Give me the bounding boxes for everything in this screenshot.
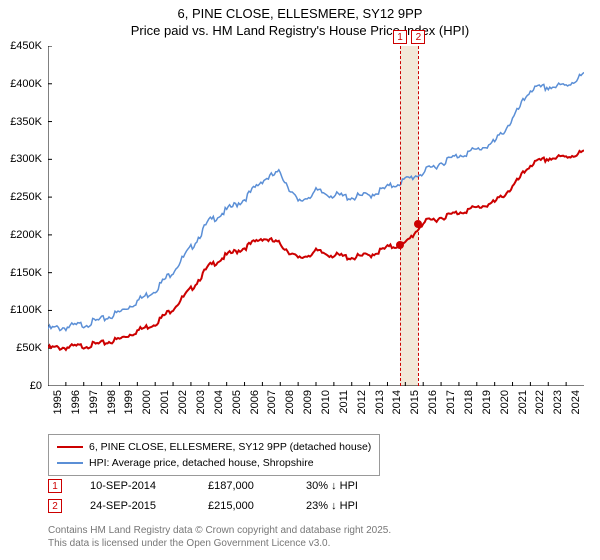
x-tick-label: 2003 bbox=[195, 390, 207, 414]
sales-table: 1 10-SEP-2014 £187,000 30% ↓ HPI 2 24-SEP-201… bbox=[48, 476, 396, 516]
x-tick-label: 2005 bbox=[231, 390, 243, 414]
sale-price: £187,000 bbox=[208, 480, 278, 492]
x-tick-label: 2016 bbox=[427, 390, 439, 414]
legend-label: HPI: Average price, detached house, Shro… bbox=[89, 457, 314, 469]
sale-marker-box: 1 bbox=[393, 30, 407, 44]
sale-row-marker: 1 bbox=[48, 479, 62, 493]
y-tick-label: £100K bbox=[10, 304, 42, 316]
sale-row-marker: 2 bbox=[48, 499, 62, 513]
x-tick-label: 1998 bbox=[106, 390, 118, 414]
y-axis-labels: £0£50K£100K£150K£200K£250K£300K£350K£400… bbox=[0, 46, 46, 386]
sale-date: 10-SEP-2014 bbox=[90, 480, 180, 492]
x-tick-label: 2007 bbox=[266, 390, 278, 414]
legend-row: 6, PINE CLOSE, ELLESMERE, SY12 9PP (deta… bbox=[57, 439, 371, 455]
sale-dot bbox=[414, 220, 422, 228]
title-address: 6, PINE CLOSE, ELLESMERE, SY12 9PP bbox=[0, 6, 600, 21]
x-tick-label: 2002 bbox=[177, 390, 189, 414]
x-tick-label: 2022 bbox=[534, 390, 546, 414]
footer-line1: Contains HM Land Registry data © Crown c… bbox=[48, 524, 391, 537]
footer-attribution: Contains HM Land Registry data © Crown c… bbox=[48, 524, 391, 550]
x-tick-label: 2024 bbox=[570, 390, 582, 414]
legend-box: 6, PINE CLOSE, ELLESMERE, SY12 9PP (deta… bbox=[48, 434, 380, 476]
x-tick-label: 1996 bbox=[70, 390, 82, 414]
x-tick-label: 2014 bbox=[391, 390, 403, 414]
legend-label: 6, PINE CLOSE, ELLESMERE, SY12 9PP (deta… bbox=[89, 441, 371, 453]
sale-dot bbox=[396, 241, 404, 249]
x-tick-label: 2010 bbox=[320, 390, 332, 414]
y-tick-label: £250K bbox=[10, 191, 42, 203]
sale-pct: 23% ↓ HPI bbox=[306, 500, 396, 512]
sale-marker-line bbox=[400, 46, 401, 386]
sale-row: 1 10-SEP-2014 £187,000 30% ↓ HPI bbox=[48, 476, 396, 496]
x-tick-label: 1999 bbox=[123, 390, 135, 414]
x-tick-label: 2018 bbox=[463, 390, 475, 414]
x-tick-label: 2004 bbox=[213, 390, 225, 414]
y-tick-label: £200K bbox=[10, 229, 42, 241]
y-tick-label: £350K bbox=[10, 116, 42, 128]
footer-line2: This data is licensed under the Open Gov… bbox=[48, 537, 391, 550]
x-tick-label: 2011 bbox=[338, 390, 350, 414]
y-tick-label: £0 bbox=[30, 380, 42, 392]
x-tick-label: 2020 bbox=[499, 390, 511, 414]
x-tick-label: 2006 bbox=[249, 390, 261, 414]
title-subtitle: Price paid vs. HM Land Registry's House … bbox=[0, 23, 600, 38]
y-tick-label: £150K bbox=[10, 267, 42, 279]
y-tick-label: £450K bbox=[10, 40, 42, 52]
sale-price: £215,000 bbox=[208, 500, 278, 512]
sale-marker-box: 2 bbox=[411, 30, 425, 44]
sale-row: 2 24-SEP-2015 £215,000 23% ↓ HPI bbox=[48, 496, 396, 516]
x-tick-label: 2001 bbox=[159, 390, 171, 414]
x-tick-label: 2009 bbox=[302, 390, 314, 414]
y-tick-label: £400K bbox=[10, 78, 42, 90]
x-tick-label: 2019 bbox=[481, 390, 493, 414]
x-tick-label: 2012 bbox=[356, 390, 368, 414]
x-tick-label: 2023 bbox=[552, 390, 564, 414]
x-tick-label: 1997 bbox=[88, 390, 100, 414]
x-tick-label: 2000 bbox=[141, 390, 153, 414]
x-tick-label: 1995 bbox=[52, 390, 64, 414]
sale-date: 24-SEP-2015 bbox=[90, 500, 180, 512]
x-tick-label: 2015 bbox=[409, 390, 421, 414]
y-tick-label: £50K bbox=[16, 342, 42, 354]
x-tick-label: 2013 bbox=[374, 390, 386, 414]
sale-pct: 30% ↓ HPI bbox=[306, 480, 396, 492]
title-block: 6, PINE CLOSE, ELLESMERE, SY12 9PP Price… bbox=[0, 0, 600, 40]
legend-swatch bbox=[57, 462, 83, 464]
legend-row: HPI: Average price, detached house, Shro… bbox=[57, 455, 371, 471]
sale-marker-line bbox=[418, 46, 419, 386]
y-tick-label: £300K bbox=[10, 153, 42, 165]
chart-svg bbox=[48, 46, 584, 386]
legend-swatch bbox=[57, 446, 83, 448]
x-tick-label: 2008 bbox=[284, 390, 296, 414]
x-tick-label: 2017 bbox=[445, 390, 457, 414]
x-axis-labels: 1995 1996 1997 1998 1999 2000 2001 2002 2003 2004… bbox=[48, 388, 584, 432]
x-tick-label: 2021 bbox=[517, 390, 529, 414]
chart-plot-area bbox=[48, 46, 584, 386]
chart-container: 6, PINE CLOSE, ELLESMERE, SY12 9PP Price… bbox=[0, 0, 600, 560]
